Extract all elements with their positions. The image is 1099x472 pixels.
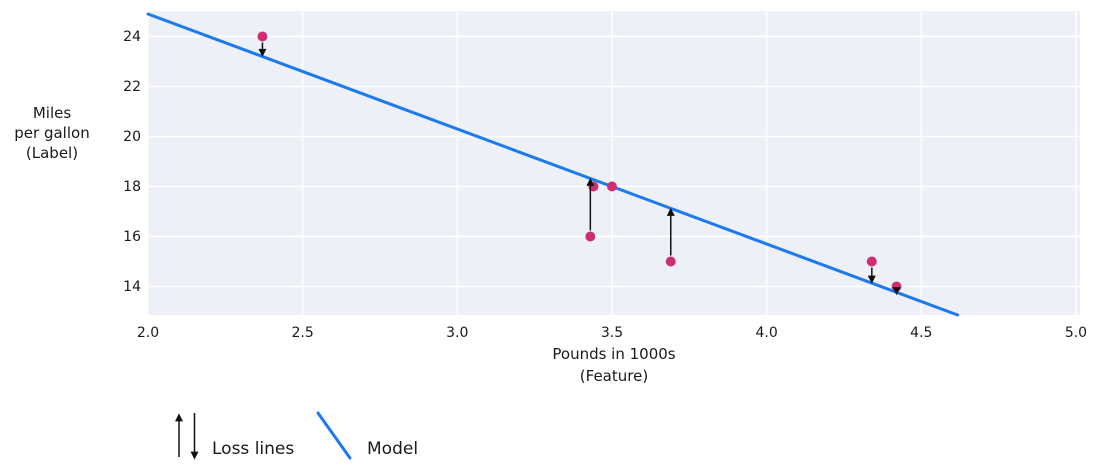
y-tick-label: 16	[123, 228, 141, 245]
y-tick-label: 14	[123, 278, 141, 295]
x-tick-label: 3.0	[446, 325, 469, 341]
legend-loss-lines-label: Loss lines	[212, 439, 295, 459]
legend-model-line-icon	[316, 411, 352, 460]
x-axis-label-line: Pounds in 1000s	[552, 345, 676, 363]
plot-area-background	[148, 11, 1080, 315]
x-tick-label: 4.5	[910, 325, 933, 341]
x-tick-label: 2.5	[291, 325, 314, 341]
x-tick-label: 2.0	[136, 325, 160, 341]
data-point	[866, 256, 877, 267]
x-axis-label: Pounds in 1000s (Feature)	[464, 343, 764, 387]
y-axis-label: Miles per gallon (Label)	[0, 103, 104, 163]
x-tick-label: 4.0	[755, 325, 778, 341]
x-tick-label: 5.0	[1064, 325, 1088, 341]
model-line	[146, 12, 960, 317]
data-point	[585, 231, 596, 242]
y-tick-label: 22	[123, 78, 141, 95]
y-axis-label-line: per gallon	[14, 124, 90, 142]
y-tick-label: 24	[123, 28, 141, 45]
data-point	[665, 256, 676, 267]
y-axis-label-line: Miles	[32, 104, 72, 122]
y-tick-label: 18	[123, 178, 141, 195]
legend-model-label: Model	[367, 439, 419, 459]
x-tick-label: 3.5	[600, 325, 624, 341]
y-tick-label: 20	[123, 128, 141, 145]
y-axis-label-line: (Label)	[25, 144, 79, 162]
data-point	[606, 181, 617, 192]
x-axis-label-line: (Feature)	[579, 367, 649, 385]
data-point	[257, 31, 268, 42]
